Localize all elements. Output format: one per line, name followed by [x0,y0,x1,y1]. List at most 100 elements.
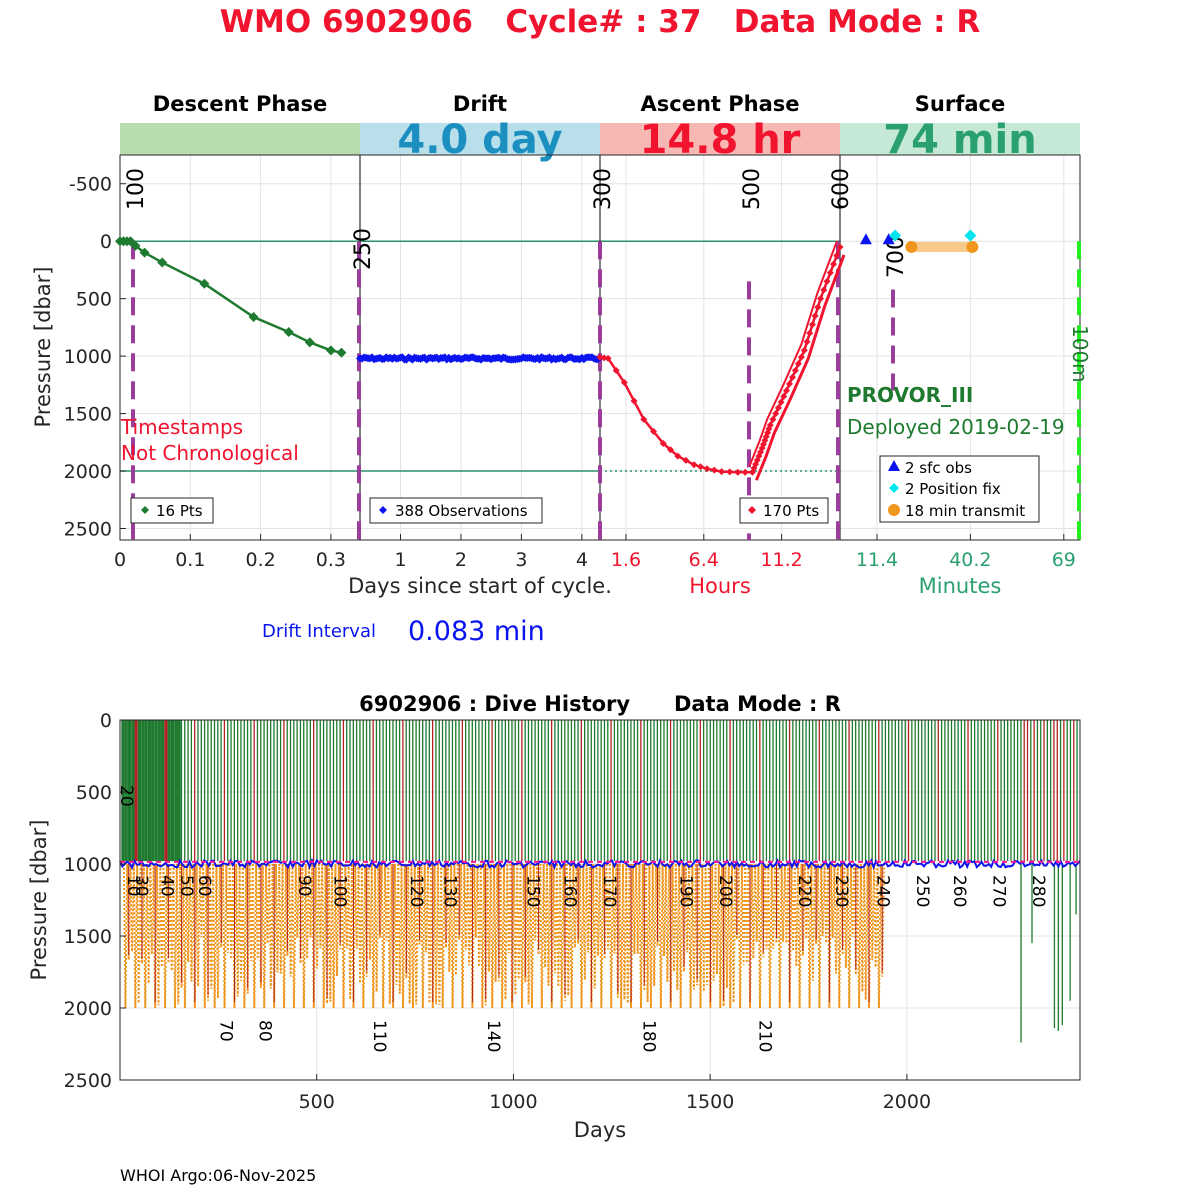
history-ascent-trace [509,863,515,1009]
x-tick-label: 6.4 [689,549,719,571]
history-ascent-trace [450,863,456,1009]
y-axis-label: Pressure [dbar] [27,820,51,981]
history-ascent-trace [717,863,724,1009]
phase-duration: 14.8 hr [640,117,801,163]
ascent-point [820,286,828,294]
history-ascent-trace [169,863,175,971]
cycle-number-label: 140 [483,1020,503,1052]
history-ascent-trace [175,863,182,1005]
history-ascent-trace [136,863,142,1004]
ascent-point [769,415,777,423]
history-ascent-trace [334,863,340,977]
history-ascent-trace [142,863,149,1009]
history-ascent-trace [393,863,400,985]
history-ascent-trace [493,863,499,983]
x-tick-label: 3 [515,549,527,571]
history-ascent-trace [807,863,813,1009]
depth-100m-label: 100m [1068,325,1092,383]
history-ascent-trace [304,863,311,959]
timestamp-warning: Not Chronological [121,441,299,465]
history-ascent-trace [503,863,509,1000]
phase-band [360,123,600,155]
ascent-point [659,439,667,447]
history-ascent-trace [258,863,264,989]
descent-point [325,345,336,356]
ascent-point [690,461,698,469]
surface-legend-text: 2 Position fix [905,480,1001,498]
x-tick-label: 0 [114,549,126,571]
history-ascent-trace [417,863,423,945]
history-ascent-trace [460,863,466,1009]
history-ascent-trace [165,863,172,964]
ascent-point [830,260,838,268]
history-ascent-trace [420,863,426,1009]
history-ascent-trace [440,863,446,1009]
history-ascent-trace [625,863,631,1004]
history-ascent-trace [750,863,757,959]
history-ascent-trace [727,863,734,1009]
dive-history-title: 6902906 : Dive History Data Mode : R [359,692,841,716]
history-ascent-trace [760,863,767,958]
x-tick-label: 0.1 [175,549,205,571]
surface-legend-marker [889,483,899,493]
history-ascent-trace [810,863,816,981]
history-ascent-trace [212,863,218,1009]
history-ascent-trace [661,863,667,957]
history-ascent-trace [631,863,638,954]
x-tick-label: 1 [394,549,406,571]
history-ascent-trace [390,863,396,1009]
history-ascent-trace [836,863,843,1009]
x-tick-label: 2000 [883,1091,931,1113]
ascent-point [726,468,734,476]
phase-label: Surface [915,92,1005,116]
history-ascent-trace [341,863,347,1009]
cycle-number-label: 240 [872,875,892,907]
history-ascent-trace [833,863,839,974]
history-ascent-trace [479,863,486,1009]
history-ascent-trace [410,863,416,1009]
descent-point [304,337,315,348]
cycle-number-label: 130 [440,875,460,907]
footer-credit: WHOI Argo:06-Nov-2025 [120,1166,317,1185]
ascent-point [630,397,638,405]
cycle-number-label: 20 [116,785,136,807]
history-ascent-trace [162,863,168,1009]
history-ascent-trace [826,863,833,1009]
history-ascent-trace [869,863,876,961]
history-plot-frame [119,719,1081,1081]
history-ascent-trace [469,863,476,1009]
history-ascent-trace [235,863,241,997]
ascent-point [791,366,799,374]
history-ascent-trace [608,863,615,1009]
x-axis-label: Days [574,1118,626,1142]
ascent-point [836,243,844,251]
phase-duration: 4.0 day [397,117,562,163]
cycle-number-label: 270 [989,875,1009,907]
ascent-point [823,277,831,285]
history-ascent-trace [655,863,661,947]
history-ascent-trace [499,863,505,1009]
cycle-number-label: 220 [794,875,814,907]
descent-point [248,312,259,323]
ascent-point [794,360,802,368]
descent-legend-text: 16 Pts [156,502,203,520]
history-ascent-trace [684,863,691,953]
history-ascent-trace [744,863,750,963]
history-ascent-trace [569,863,575,1009]
history-ascent-trace [271,863,277,1009]
history-ascent-trace [400,863,406,1009]
history-ascent-trace [225,863,231,953]
y-tick-label: 2500 [64,1070,112,1092]
x-tick-label: 11.4 [856,549,898,571]
drift-interval-label: Drift Interval [262,621,376,642]
ascent-point [674,452,682,460]
transmit-point [905,240,918,253]
x-tick-label: 69 [1052,549,1076,571]
ascent-point [785,380,793,388]
ascent-line [599,246,842,474]
y-tick-label: 0 [100,710,112,732]
history-ascent-trace [545,863,552,986]
history-ascent-trace [721,863,727,1007]
cycle-number-label: 120 [406,875,426,907]
history-ascent-trace [364,863,370,977]
